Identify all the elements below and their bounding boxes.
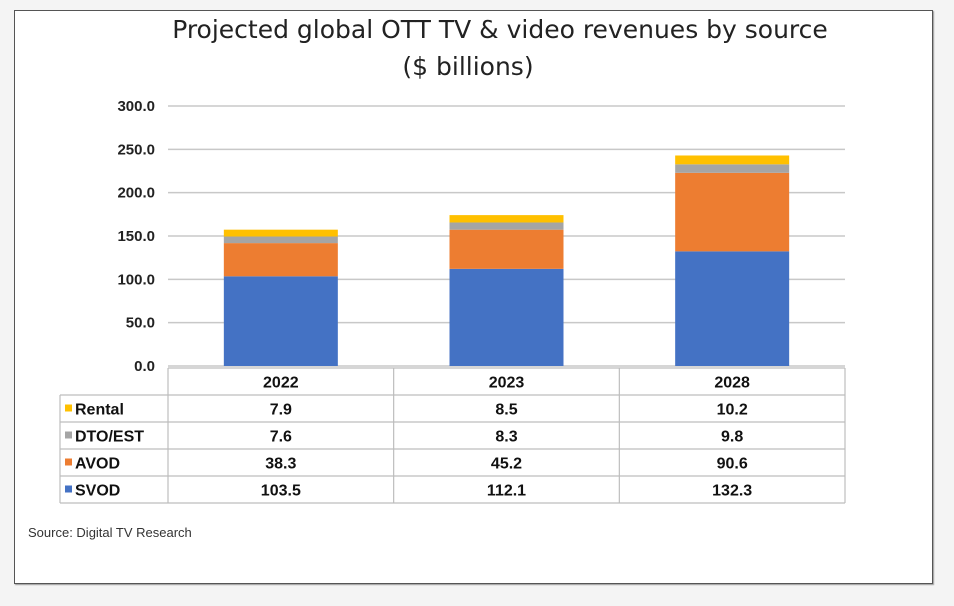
table-cell: 7.9 [270, 402, 292, 419]
y-tick-label: 50.0 [126, 315, 155, 332]
bar-rental-2028 [675, 155, 790, 165]
table-header-year: 2023 [489, 375, 525, 392]
y-tick-label: 250.0 [117, 141, 155, 158]
bar-avod-2022 [223, 243, 338, 277]
legend-swatch [65, 431, 72, 439]
legend-swatch [65, 404, 72, 412]
table-cell: 9.8 [721, 429, 743, 446]
table-cell: 132.3 [712, 483, 752, 500]
legend-swatch [65, 485, 72, 493]
table-cell: 38.3 [265, 456, 296, 473]
table-header-year: 2028 [714, 375, 750, 392]
bar-svod-2023 [449, 268, 564, 366]
bar-rental-2022 [223, 229, 338, 237]
bar-svod-2028 [675, 251, 790, 366]
bar-dto-est-2022 [223, 236, 338, 244]
y-tick-label: 0.0 [134, 358, 155, 375]
table-header-year: 2022 [263, 375, 299, 392]
bar-avod-2023 [449, 229, 564, 269]
table-cell: 103.5 [261, 483, 301, 500]
table-cell: 7.6 [270, 429, 292, 446]
legend-swatch [65, 458, 72, 466]
bar-avod-2028 [675, 172, 790, 252]
table-cell: 8.3 [495, 429, 517, 446]
table-cell: 90.6 [717, 456, 748, 473]
legend-label: Rental [75, 402, 124, 419]
table-cell: 8.5 [495, 402, 517, 419]
y-tick-label: 100.0 [117, 271, 155, 288]
bar-dto-est-2028 [675, 164, 790, 173]
y-tick-label: 200.0 [117, 185, 155, 202]
table-cell: 45.2 [491, 456, 522, 473]
bar-dto-est-2023 [449, 222, 564, 230]
legend-label: AVOD [75, 456, 120, 473]
legend-label: DTO/EST [75, 429, 144, 446]
bar-svod-2022 [223, 276, 338, 366]
source-note: Source: Digital TV Research [28, 525, 192, 540]
legend-label: SVOD [75, 483, 120, 500]
table-cell: 10.2 [717, 402, 748, 419]
table-cell: 112.1 [487, 483, 526, 500]
chart-subtitle: ($ billions) [402, 52, 533, 81]
bar-rental-2023 [449, 215, 564, 223]
y-tick-label: 150.0 [117, 228, 155, 245]
y-tick-label: 300.0 [117, 98, 155, 115]
chart-title: Projected global OTT TV & video revenues… [172, 15, 828, 44]
